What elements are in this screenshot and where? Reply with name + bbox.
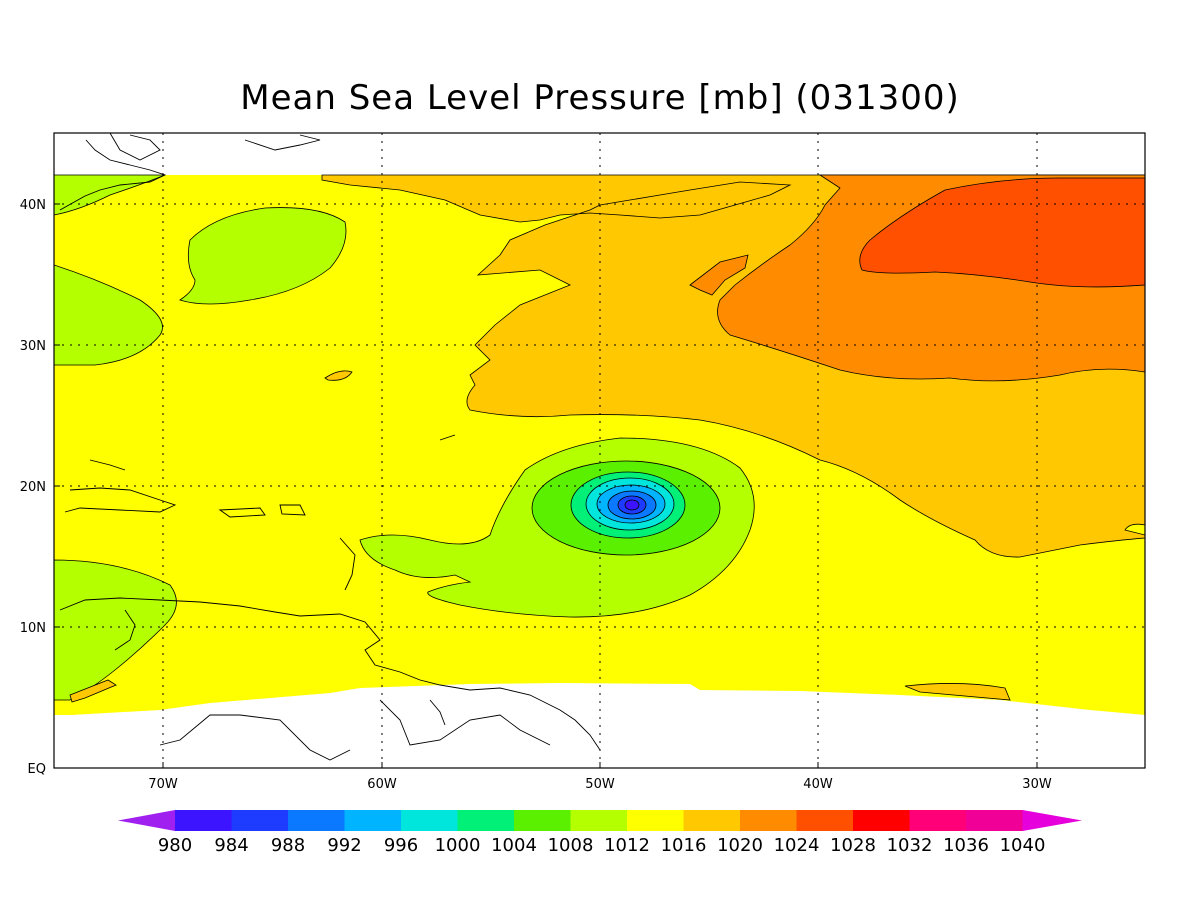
colorbar-arrow-right [1022, 810, 1082, 831]
colorbar-swatch [570, 810, 628, 831]
colorbar-swatch [627, 810, 684, 831]
colorbar-arrow-left [118, 810, 175, 831]
colorbar-swatch [853, 810, 910, 831]
y-tick-label: EQ [28, 762, 46, 777]
y-tick-label: 20N [20, 480, 46, 495]
y-tick-label: 30N [20, 339, 46, 354]
colorbar-label: 1024 [774, 835, 820, 856]
colorbar-label: 1012 [604, 835, 650, 856]
colorbar-swatch [796, 810, 854, 831]
colorbar-label: 996 [384, 835, 418, 856]
field-1008-1012-west [54, 264, 163, 366]
field-1020-1024-b [689, 254, 749, 296]
x-tick-label: 40W [803, 777, 833, 792]
pressure-field [54, 133, 1145, 768]
colorbar-swatch [401, 810, 458, 831]
field-1008-1012-island [179, 207, 347, 305]
colorbar-label: 980 [158, 835, 192, 856]
colorbar-swatch [457, 810, 515, 831]
colorbar-swatch [909, 810, 967, 831]
colorbar-swatch [175, 810, 232, 831]
colorbar-swatch [288, 810, 345, 831]
colorbar-label: 1036 [943, 835, 989, 856]
tick-marks [54, 203, 1038, 769]
x-tick-label: 30W [1022, 777, 1052, 792]
y-tick-label: 40N [20, 198, 46, 213]
colorbar-label: 1004 [491, 835, 537, 856]
ring-core [624, 499, 640, 511]
colorbar-swatch [344, 810, 402, 831]
colorbar: 980 984 988 992 996 1000 1004 1008 1012 1016 1020 1… [118, 810, 1082, 856]
x-tick-label: 50W [585, 777, 615, 792]
colorbar-label: 1020 [717, 835, 763, 856]
colorbar-label: 984 [214, 835, 248, 856]
colorbar-label: 1016 [661, 835, 707, 856]
colorbar-label: 1032 [887, 835, 933, 856]
contour-small-2 [904, 683, 1011, 701]
colorbar-label: 1028 [830, 835, 876, 856]
colorbar-label: 1008 [548, 835, 594, 856]
contour-small-3 [324, 370, 353, 381]
colorbar-label: 988 [271, 835, 305, 856]
colorbar-label: 1000 [435, 835, 481, 856]
gridlines [54, 133, 1145, 768]
colorbar-swatch [683, 810, 741, 831]
contour-small-1 [69, 679, 117, 703]
colorbar-swatch [514, 810, 571, 831]
colorbar-swatch [740, 810, 797, 831]
coastlines [59, 133, 601, 761]
x-tick-label: 60W [367, 777, 397, 792]
colorbar-swatch [231, 810, 289, 831]
colorbar-label: 992 [327, 835, 361, 856]
colorbar-swatch [966, 810, 1023, 831]
y-tick-label: 10N [20, 621, 46, 636]
field-1024-1028 [859, 177, 1145, 288]
map-title: Mean Sea Level Pressure [mb] (031300) [240, 78, 960, 118]
x-tick-label: 70W [148, 777, 178, 792]
field-1008-1012-ne [54, 174, 166, 216]
colorbar-label: 1040 [1000, 835, 1046, 856]
